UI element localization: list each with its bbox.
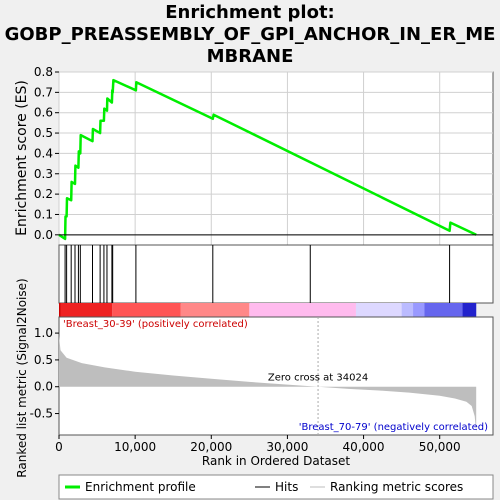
title-line-1: Enrichment plot: [165,2,335,23]
metric-y-axis: -0.5 0.0 0.5 1.0 [30,326,59,421]
zero-cross-label: Zero cross at 34024 [268,373,368,384]
metric-y-tick-label: 1.0 [34,326,53,340]
color-bar-segment [401,303,414,317]
color-bar-segment [60,303,113,317]
ranking-metric-area [59,335,477,433]
legend-hits-label: Hits [275,480,298,494]
positive-correlation-label: 'Breast_30-39' (positively correlated) [63,319,248,330]
es-y-axis-label: Enrichment score (ES) [14,80,30,236]
es-y-tick-label: 0.3 [34,167,53,181]
ranking-color-bar [59,303,477,317]
es-y-tick-label: 0.7 [34,85,53,99]
es-y-tick-label: 0.6 [34,106,53,120]
color-bar-segment [413,303,425,317]
color-bar-segment [249,303,356,317]
es-y-axis: 0.0 0.1 0.2 0.3 0.4 0.5 0.6 0.7 0.8 [34,65,59,242]
x-tick-label: 20,000 [190,440,232,454]
es-y-tick-label: 0.5 [34,126,53,140]
x-tick-label: 0 [55,440,63,454]
color-bar-segment [424,303,463,317]
metric-y-tick-label: 0.0 [34,380,53,394]
x-tick-label: 50,000 [419,440,461,454]
es-y-tick-label: 0.8 [34,65,53,79]
legend: Enrichment profile Hits Ranking metric s… [65,480,463,494]
x-axis: 0 10,000 20,000 30,000 40,000 50,000 [55,435,461,454]
title-line-3: MBRANE [207,46,294,67]
x-tick-label: 10,000 [114,440,156,454]
hits-panel-background [58,244,494,304]
es-y-tick-label: 0.0 [34,228,53,242]
es-y-tick-label: 0.4 [34,146,53,160]
color-bar-segment [180,303,250,317]
plot-title: Enrichment plot: GOBP_PREASSEMBLY_OF_GPI… [5,2,496,67]
enrichment-profile-line [58,78,477,241]
metric-y-axis-label: Ranked list metric (Signal2Noise) [15,278,29,477]
metric-y-tick-label: -0.5 [30,407,53,421]
color-bar-segment [355,303,402,317]
hits-markers [64,245,451,303]
es-y-tick-label: 0.2 [34,187,53,201]
title-line-2: GOBP_PREASSEMBLY_OF_GPI_ANCHOR_IN_ER_ME [5,24,496,45]
negative-correlation-label: 'Breast_70-79' (negatively correlated) [299,422,488,433]
metric-y-tick-label: 0.5 [34,353,53,367]
color-bar-segment [112,303,181,317]
legend-metric-label: Ranking metric scores [330,480,463,494]
es-y-tick-label: 0.1 [34,207,53,221]
x-axis-label: Rank in Ordered Dataset [202,454,350,468]
legend-box [58,474,494,500]
color-bar-segment [59,303,61,317]
x-tick-label: 40,000 [343,440,385,454]
legend-enrichment-label: Enrichment profile [85,480,196,494]
x-tick-label: 30,000 [266,440,308,454]
color-bar-segment [462,303,477,317]
